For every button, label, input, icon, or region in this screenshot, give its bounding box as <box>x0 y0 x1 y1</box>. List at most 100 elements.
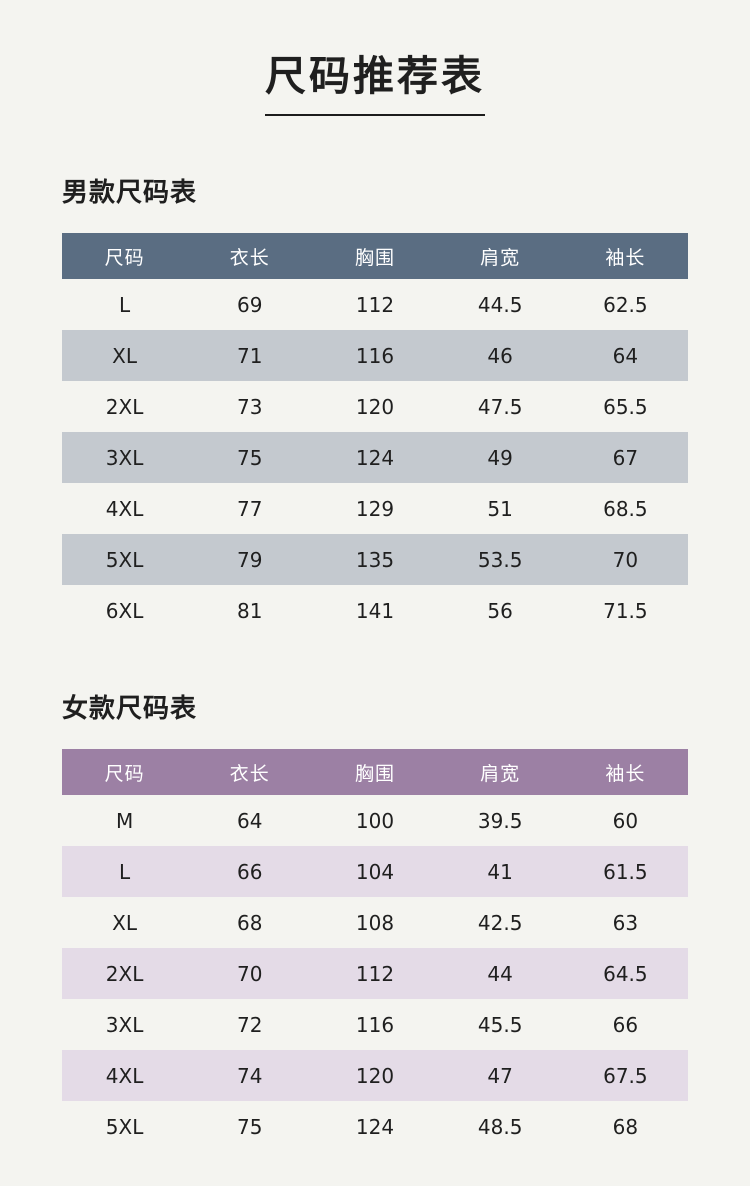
women-size-table: 尺码 衣长 胸围 肩宽 袖长 M 64 100 39.5 60 L 66 104 41 61.5 XL 68 1… <box>62 749 688 1152</box>
table-cell: 44 <box>487 961 513 986</box>
table-cell: 39.5 <box>477 808 523 833</box>
table-row: 6XL 81 141 56 71.5 <box>62 585 688 636</box>
column-header: 袖长 <box>562 233 688 279</box>
page-title: 尺码推荐表 <box>265 42 485 116</box>
men-table-body: L 69 112 44.5 62.5 XL 71 116 46 64 2XL 73 120 47.5 65.… <box>62 279 688 636</box>
column-header: 胸围 <box>312 233 438 279</box>
table-cell: 100 <box>355 808 395 833</box>
table-cell: 65.5 <box>603 394 648 419</box>
table-cell: 68 <box>237 910 263 935</box>
column-header: 肩宽 <box>437 749 563 795</box>
table-cell: 48.5 <box>477 1114 523 1139</box>
column-header: 袖长 <box>562 749 688 795</box>
table-cell: L <box>119 292 131 317</box>
table-row: XL 68 108 42.5 63 <box>62 897 688 948</box>
table-cell: 2XL <box>105 961 144 986</box>
table-cell: 73 <box>237 394 263 419</box>
table-row: 4XL 77 129 51 68.5 <box>62 483 688 534</box>
table-cell: 51 <box>487 496 513 521</box>
title-container: 尺码推荐表 <box>0 42 750 116</box>
table-cell: 5XL <box>105 1114 144 1139</box>
table-cell: 62.5 <box>603 292 648 317</box>
table-cell: 41 <box>487 859 513 884</box>
table-cell: 71 <box>237 343 263 368</box>
table-cell: 75 <box>237 445 263 470</box>
table-cell: 135 <box>355 547 395 572</box>
table-cell: 74 <box>237 1063 263 1088</box>
table-row: 5XL 79 135 53.5 70 <box>62 534 688 585</box>
table-cell: 104 <box>355 859 395 884</box>
table-cell: 66 <box>612 1012 639 1037</box>
table-cell: 56 <box>487 598 513 623</box>
table-cell: 63 <box>612 910 639 935</box>
table-cell: M <box>115 808 134 833</box>
table-cell: 6XL <box>105 598 144 623</box>
column-header: 胸围 <box>312 749 438 795</box>
column-header: 尺码 <box>62 233 188 279</box>
men-size-table: 尺码 衣长 胸围 肩宽 袖长 L 69 112 44.5 62.5 XL 71 116 46 64 2XL 7… <box>62 233 688 636</box>
table-cell: 45.5 <box>477 1012 523 1037</box>
table-cell: 75 <box>237 1114 263 1139</box>
table-cell: 2XL <box>105 394 144 419</box>
table-cell: 61.5 <box>603 859 648 884</box>
table-cell: 5XL <box>105 547 144 572</box>
table-cell: 69 <box>237 292 263 317</box>
table-cell: 47 <box>487 1063 513 1088</box>
column-header: 尺码 <box>62 749 188 795</box>
column-header: 衣长 <box>187 749 313 795</box>
table-row: 3XL 72 116 45.5 66 <box>62 999 688 1050</box>
table-cell: 46 <box>487 343 513 368</box>
table-cell: 4XL <box>105 1063 144 1088</box>
table-row: L 69 112 44.5 62.5 <box>62 279 688 330</box>
table-cell: 124 <box>355 1114 395 1139</box>
table-cell: 120 <box>355 394 395 419</box>
table-cell: 44.5 <box>477 292 523 317</box>
table-cell: 129 <box>355 496 395 521</box>
men-size-section: 男款尺码表 尺码 衣长 胸围 肩宽 袖长 L 69 112 44.5 62.5 XL 71 116 46… <box>62 172 688 636</box>
table-cell: 108 <box>355 910 395 935</box>
table-row: 4XL 74 120 47 67.5 <box>62 1050 688 1101</box>
table-cell: 72 <box>237 1012 263 1037</box>
table-cell: 70 <box>237 961 263 986</box>
men-table-header-row: 尺码 衣长 胸围 肩宽 袖长 <box>62 233 688 279</box>
table-cell: 4XL <box>105 496 144 521</box>
table-cell: 68.5 <box>603 496 648 521</box>
women-section-heading: 女款尺码表 <box>62 694 198 724</box>
table-cell: 124 <box>355 445 395 470</box>
table-cell: 79 <box>237 547 263 572</box>
table-cell: 60 <box>612 808 639 833</box>
table-cell: 112 <box>355 961 395 986</box>
table-cell: 67 <box>612 445 639 470</box>
table-cell: 53.5 <box>477 547 523 572</box>
women-size-section: 女款尺码表 尺码 衣长 胸围 肩宽 袖长 M 64 100 39.5 60 L 66 104 41 61.… <box>62 688 688 1152</box>
table-row: L 66 104 41 61.5 <box>62 846 688 897</box>
table-cell: 3XL <box>105 445 144 470</box>
table-cell: 71.5 <box>603 598 648 623</box>
table-cell: 64 <box>237 808 263 833</box>
table-cell: 64 <box>612 343 639 368</box>
table-cell: 116 <box>355 1012 395 1037</box>
table-cell: 116 <box>355 343 395 368</box>
table-row: 3XL 75 124 49 67 <box>62 432 688 483</box>
table-row: XL 71 116 46 64 <box>62 330 688 381</box>
table-cell: L <box>119 859 131 884</box>
women-table-header-row: 尺码 衣长 胸围 肩宽 袖长 <box>62 749 688 795</box>
table-cell: 67.5 <box>603 1063 648 1088</box>
table-cell: 81 <box>237 598 263 623</box>
table-cell: 47.5 <box>477 394 523 419</box>
table-cell: 66 <box>237 859 263 884</box>
men-section-heading: 男款尺码表 <box>62 178 198 208</box>
table-cell: XL <box>112 343 138 368</box>
table-cell: 141 <box>355 598 395 623</box>
women-table-body: M 64 100 39.5 60 L 66 104 41 61.5 XL 68 108 42.5 63 2XL… <box>62 795 688 1152</box>
table-row: 2XL 73 120 47.5 65.5 <box>62 381 688 432</box>
column-header: 肩宽 <box>437 233 563 279</box>
table-cell: 70 <box>612 547 639 572</box>
table-row: 2XL 70 112 44 64.5 <box>62 948 688 999</box>
table-cell: XL <box>112 910 138 935</box>
column-header: 衣长 <box>187 233 313 279</box>
table-cell: 68 <box>612 1114 639 1139</box>
table-cell: 64.5 <box>603 961 648 986</box>
table-cell: 112 <box>355 292 395 317</box>
